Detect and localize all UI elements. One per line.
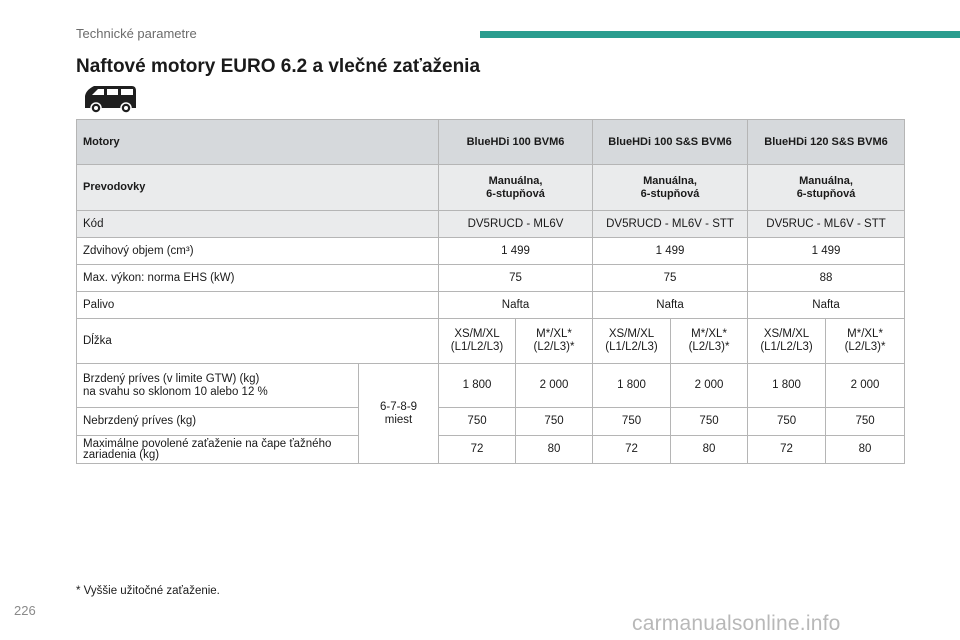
braked-label: Brzdený príves (v limite GTW) (kg) na sva… xyxy=(76,363,359,408)
code-value: DV5RUC - ML6V - STT xyxy=(747,210,906,238)
braked-value: 1 800 xyxy=(592,363,672,408)
code-label: Kód xyxy=(75,210,440,238)
hitch-value: 80 xyxy=(825,435,906,464)
engine-header: BlueHDi 100 S&S BVM6 xyxy=(592,119,749,165)
unbraked-value: 750 xyxy=(438,407,517,436)
hitch-value: 80 xyxy=(670,435,749,464)
code-row: Kód DV5RUCD - ML6V DV5RUCD - ML6V - STT … xyxy=(75,210,906,238)
code-value: DV5RUCD - ML6V - STT xyxy=(592,210,749,238)
seats-cell: 6-7-8-9 miest xyxy=(357,363,440,464)
power-value: 75 xyxy=(592,264,749,292)
engines-row: Motory BlueHDi 100 BVM6 BlueHDi 100 S&S … xyxy=(75,119,906,165)
hitch-value: 72 xyxy=(747,435,827,464)
power-label: Max. výkon: norma EHS (kW) xyxy=(75,264,440,292)
length-value: M*/XL* (L2/L3)* xyxy=(515,318,594,364)
length-value: M*/XL* (L2/L3)* xyxy=(670,318,749,364)
gearbox-label: Prevodovky xyxy=(75,164,440,211)
unbraked-value: 750 xyxy=(670,407,749,436)
hitch-value: 80 xyxy=(515,435,594,464)
hitch-value: 72 xyxy=(592,435,672,464)
braked-row: Brzdený príves (v limite GTW) (kg) na sva… xyxy=(76,363,906,464)
braked-value: 1 800 xyxy=(438,363,517,408)
hitch-label: Maximálne povolené zaťaženie na čape ťaž… xyxy=(76,435,359,464)
displacement-value: 1 499 xyxy=(438,237,594,265)
fuel-row: Palivo Nafta Nafta Nafta xyxy=(75,291,906,319)
length-value: XS/M/XL (L1/L2/L3) xyxy=(592,318,672,364)
gearbox-row: Prevodovky Manuálna, 6-stupňová Manuálna,… xyxy=(75,164,906,211)
braked-value: 1 800 xyxy=(747,363,827,408)
hitch-row: Maximálne povolené zaťaženie na čape ťaž… xyxy=(76,435,906,464)
fuel-value: Nafta xyxy=(438,291,594,319)
spec-table: Motory BlueHDi 100 BVM6 BlueHDi 100 S&S … xyxy=(75,119,906,464)
page-number: 226 xyxy=(14,603,36,618)
page-title: Naftové motory EURO 6.2 a vlečné zaťažen… xyxy=(76,56,481,77)
displacement-value: 1 499 xyxy=(592,237,749,265)
unbraked-value: 750 xyxy=(515,407,594,436)
watermark: carmanualsonline.info xyxy=(632,612,841,635)
engine-header: BlueHDi 100 BVM6 xyxy=(438,119,594,165)
power-value: 75 xyxy=(438,264,594,292)
length-value: XS/M/XL (L1/L2/L3) xyxy=(438,318,517,364)
gearbox-value: Manuálna, 6-stupňová xyxy=(747,164,906,211)
braked-value: 2 000 xyxy=(825,363,906,408)
fuel-value: Nafta xyxy=(592,291,749,319)
van-icon xyxy=(85,86,136,114)
length-label: Dĺžka xyxy=(75,318,440,364)
unbraked-value: 750 xyxy=(825,407,906,436)
section-label: Technické parametre xyxy=(76,26,197,41)
length-value: M*/XL* (L2/L3)* xyxy=(825,318,906,364)
engine-header: BlueHDi 120 S&S BVM6 xyxy=(747,119,906,165)
hitch-value: 72 xyxy=(438,435,517,464)
gearbox-value: Manuálna, 6-stupňová xyxy=(438,164,594,211)
length-value: XS/M/XL (L1/L2/L3) xyxy=(747,318,827,364)
engines-label: Motory xyxy=(75,119,440,165)
braked-value: 2 000 xyxy=(670,363,749,408)
gearbox-value: Manuálna, 6-stupňová xyxy=(592,164,749,211)
displacement-value: 1 499 xyxy=(747,237,906,265)
fuel-value: Nafta xyxy=(747,291,906,319)
accent-bar xyxy=(480,31,960,38)
code-value: DV5RUCD - ML6V xyxy=(438,210,594,238)
displacement-label: Zdvihový objem (cm³) xyxy=(75,237,440,265)
braked-value: 2 000 xyxy=(515,363,594,408)
fuel-label: Palivo xyxy=(75,291,440,319)
unbraked-row: Nebrzdený príves (kg) 750 750 750 750 75… xyxy=(76,407,906,436)
footnote: * Vyššie užitočné zaťaženie. xyxy=(76,585,220,597)
length-row: Dĺžka XS/M/XL (L1/L2/L3) M*/XL* (L2/L3)* X… xyxy=(75,318,906,364)
power-value: 88 xyxy=(747,264,906,292)
power-row: Max. výkon: norma EHS (kW) 75 75 88 xyxy=(75,264,906,292)
unbraked-value: 750 xyxy=(747,407,827,436)
unbraked-value: 750 xyxy=(592,407,672,436)
unbraked-label: Nebrzdený príves (kg) xyxy=(76,407,359,436)
displacement-row: Zdvihový objem (cm³) 1 499 1 499 1 499 xyxy=(75,237,906,265)
